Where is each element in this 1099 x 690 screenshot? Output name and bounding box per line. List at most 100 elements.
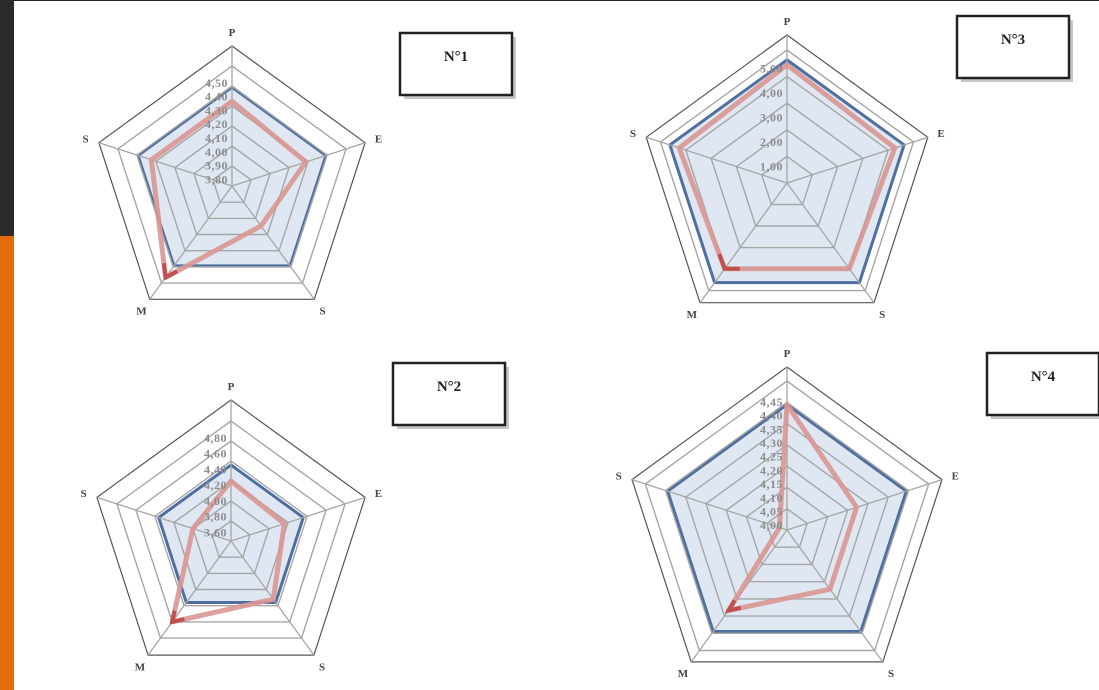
chart-title: N°4 (1031, 369, 1056, 385)
series-actual-accent-edge (724, 599, 742, 614)
chart-outer-frame (96, 399, 366, 656)
chart-title-box: N°2 (391, 361, 509, 429)
chart-title: N°3 (1001, 32, 1025, 48)
grid-ring (135, 440, 327, 623)
axis-label-p: P (784, 16, 791, 28)
tick-label: 4,40 (205, 90, 228, 104)
slide-edge-accent (0, 236, 14, 690)
axis-label-s: S (319, 306, 325, 318)
grid-ring (765, 507, 809, 548)
series-actual-accent-edge (169, 610, 185, 625)
series-actual-accent-edge (161, 263, 179, 281)
axis-label-s: S (81, 488, 87, 500)
grid-ring (173, 480, 289, 591)
top-rule (14, 0, 1099, 1)
axis-spoke (231, 185, 315, 300)
axis-spoke (149, 185, 233, 300)
grid-ring (659, 49, 915, 292)
tick-label: 4,20 (204, 478, 227, 492)
axis-spoke (786, 136, 929, 184)
chart-title-box: N°1 (398, 31, 516, 99)
chart-title-box: N°3 (955, 14, 1073, 82)
tick-label: 4,40 (760, 409, 783, 423)
chart-outer-frame (631, 366, 943, 663)
grid-ring (735, 128, 839, 227)
tick-label: 4,35 (760, 422, 783, 436)
tick-label: 3,90 (205, 159, 228, 173)
axis-spoke (147, 540, 232, 656)
axis-spoke (231, 142, 366, 187)
tick-label: 3,80 (204, 510, 227, 524)
tick-label: 4,20 (205, 117, 228, 131)
grid-ring (117, 65, 347, 284)
tick-label: 4,25 (760, 450, 783, 464)
series-actual-accent-edge (717, 253, 740, 271)
tick-label: 4,10 (205, 131, 228, 145)
tick-label: 4,00 (760, 86, 783, 100)
chart-title: N°1 (444, 49, 468, 65)
grid-ring (174, 125, 290, 236)
tick-label: 4,00 (760, 518, 783, 532)
axis-spoke (96, 496, 232, 542)
axis-label-m: M (135, 661, 146, 673)
tick-label: 4,05 (760, 505, 783, 519)
axis-label-s: S (82, 133, 88, 145)
tick-label: 4,50 (205, 76, 228, 90)
axis-label-m: M (136, 306, 147, 318)
grid-ring (684, 422, 890, 617)
grid-ring (725, 465, 849, 583)
grid-ring (760, 155, 814, 206)
axis-label-s: S (630, 128, 636, 140)
chart-title-box: N°4 (985, 351, 1099, 419)
radar-chart-1: 4,504,404,304,204,104,003,903,80 P E S M S N°1 (82, 27, 516, 318)
title-frame (955, 14, 1071, 80)
series-actual-polygon (726, 402, 860, 613)
tick-label: 3,80 (205, 172, 228, 186)
axis-label-e: E (952, 470, 959, 482)
chart-title: N°2 (437, 379, 461, 395)
tick-label: 1,00 (760, 160, 783, 174)
axis-label-s: S (888, 668, 894, 680)
axis-spoke (786, 182, 875, 304)
axis-label-s: S (879, 309, 885, 321)
grid-ring (745, 486, 829, 566)
tick-label: 5,00 (760, 62, 783, 76)
tick-label: 4,40 (204, 462, 227, 476)
series-actual-polygon (148, 98, 309, 280)
axis-spoke (645, 136, 788, 184)
axis-label-p: P (228, 381, 235, 393)
tick-label: 2,00 (760, 135, 783, 149)
axis-spoke (98, 142, 233, 187)
slide-edge-dark (0, 0, 14, 236)
axis-spoke (786, 529, 884, 663)
grid-ring (116, 420, 346, 639)
axis-label-p: P (229, 27, 236, 39)
axis-label-m: M (687, 309, 698, 321)
axis-label-m: M (678, 668, 689, 680)
axis-label-s: S (616, 470, 622, 482)
axis-label-p: P (784, 348, 791, 360)
grid-ring (644, 380, 930, 652)
series-actual-polygon (169, 478, 287, 625)
grid-ring (136, 85, 328, 268)
series-actual-polygon (676, 62, 898, 272)
tick-label: 4,30 (760, 436, 783, 450)
title-frame (985, 351, 1099, 417)
tick-label: 3,60 (204, 525, 227, 539)
axis-spoke (230, 496, 366, 542)
chart-outer-frame (645, 34, 929, 304)
tick-label: 4,15 (760, 477, 783, 491)
grid-ring (211, 520, 251, 558)
grid-ring (154, 460, 308, 607)
tick-label: 4,45 (760, 395, 783, 409)
tick-label: 4,30 (205, 103, 228, 117)
axis-label-e: E (375, 133, 382, 145)
axis-label-s: S (319, 661, 325, 673)
axis-label-e: E (375, 488, 382, 500)
grid-ring (710, 102, 864, 249)
radar-chart-2: 5,00 4,00 3,00 2,00 1,00 P E S M S N°3 (630, 14, 1073, 321)
axis-spoke (786, 478, 943, 531)
radar-chart-3: 4,80 4,604,40 4,20 4,00 3,803,60 P E S M S N°2 (81, 361, 509, 673)
tick-label: 4,10 (760, 491, 783, 505)
